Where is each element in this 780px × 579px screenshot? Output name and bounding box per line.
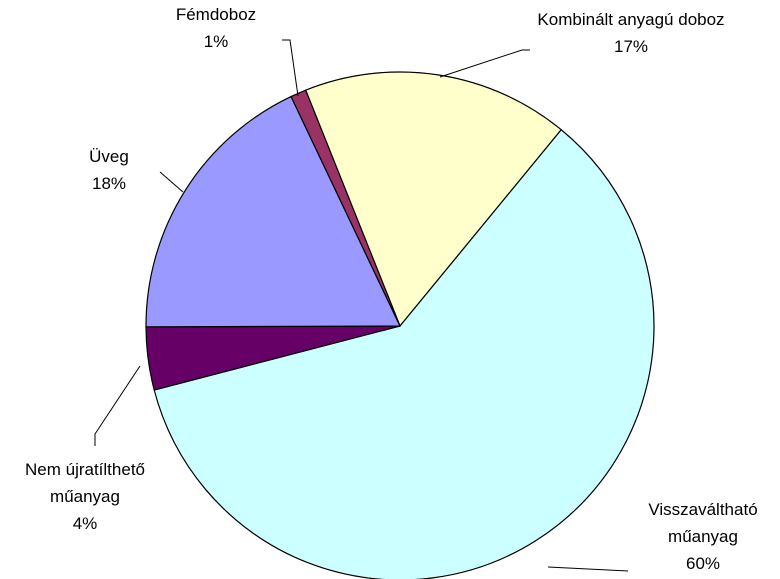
category-label: Kombinált anyagú doboz — [537, 10, 725, 29]
value-label: 4% — [72, 514, 98, 533]
value-label: 60% — [685, 554, 721, 573]
pie-slice — [304, 71, 563, 328]
value-label: 1% — [203, 32, 229, 51]
pie-slice — [153, 128, 655, 579]
slice-label: Fémdoboz 1% — [156, 1, 276, 55]
pie-slice — [145, 95, 401, 328]
category-label: Nem újratílthető műanyag — [25, 460, 145, 506]
slice-label: Üveg 18% — [69, 143, 149, 197]
slice-label: Nem újratílthető műanyag 4% — [0, 456, 170, 537]
category-label: Fémdoboz — [175, 5, 257, 24]
value-label: 17% — [613, 37, 649, 56]
leader-lines — [94, 39, 629, 572]
leader-line — [547, 566, 629, 572]
leader-line — [282, 39, 299, 97]
value-label: 18% — [91, 174, 127, 193]
pie-slice — [290, 89, 401, 327]
leader-line — [94, 365, 141, 446]
leader-line — [159, 171, 184, 193]
slice-label: Visszaváltható műanyag 60% — [613, 496, 780, 577]
leader-line — [439, 49, 530, 78]
category-label: Üveg — [89, 147, 129, 166]
category-label: Visszaváltható műanyag — [648, 500, 758, 546]
slice-label: Kombinált anyagú doboz 17% — [531, 6, 731, 60]
